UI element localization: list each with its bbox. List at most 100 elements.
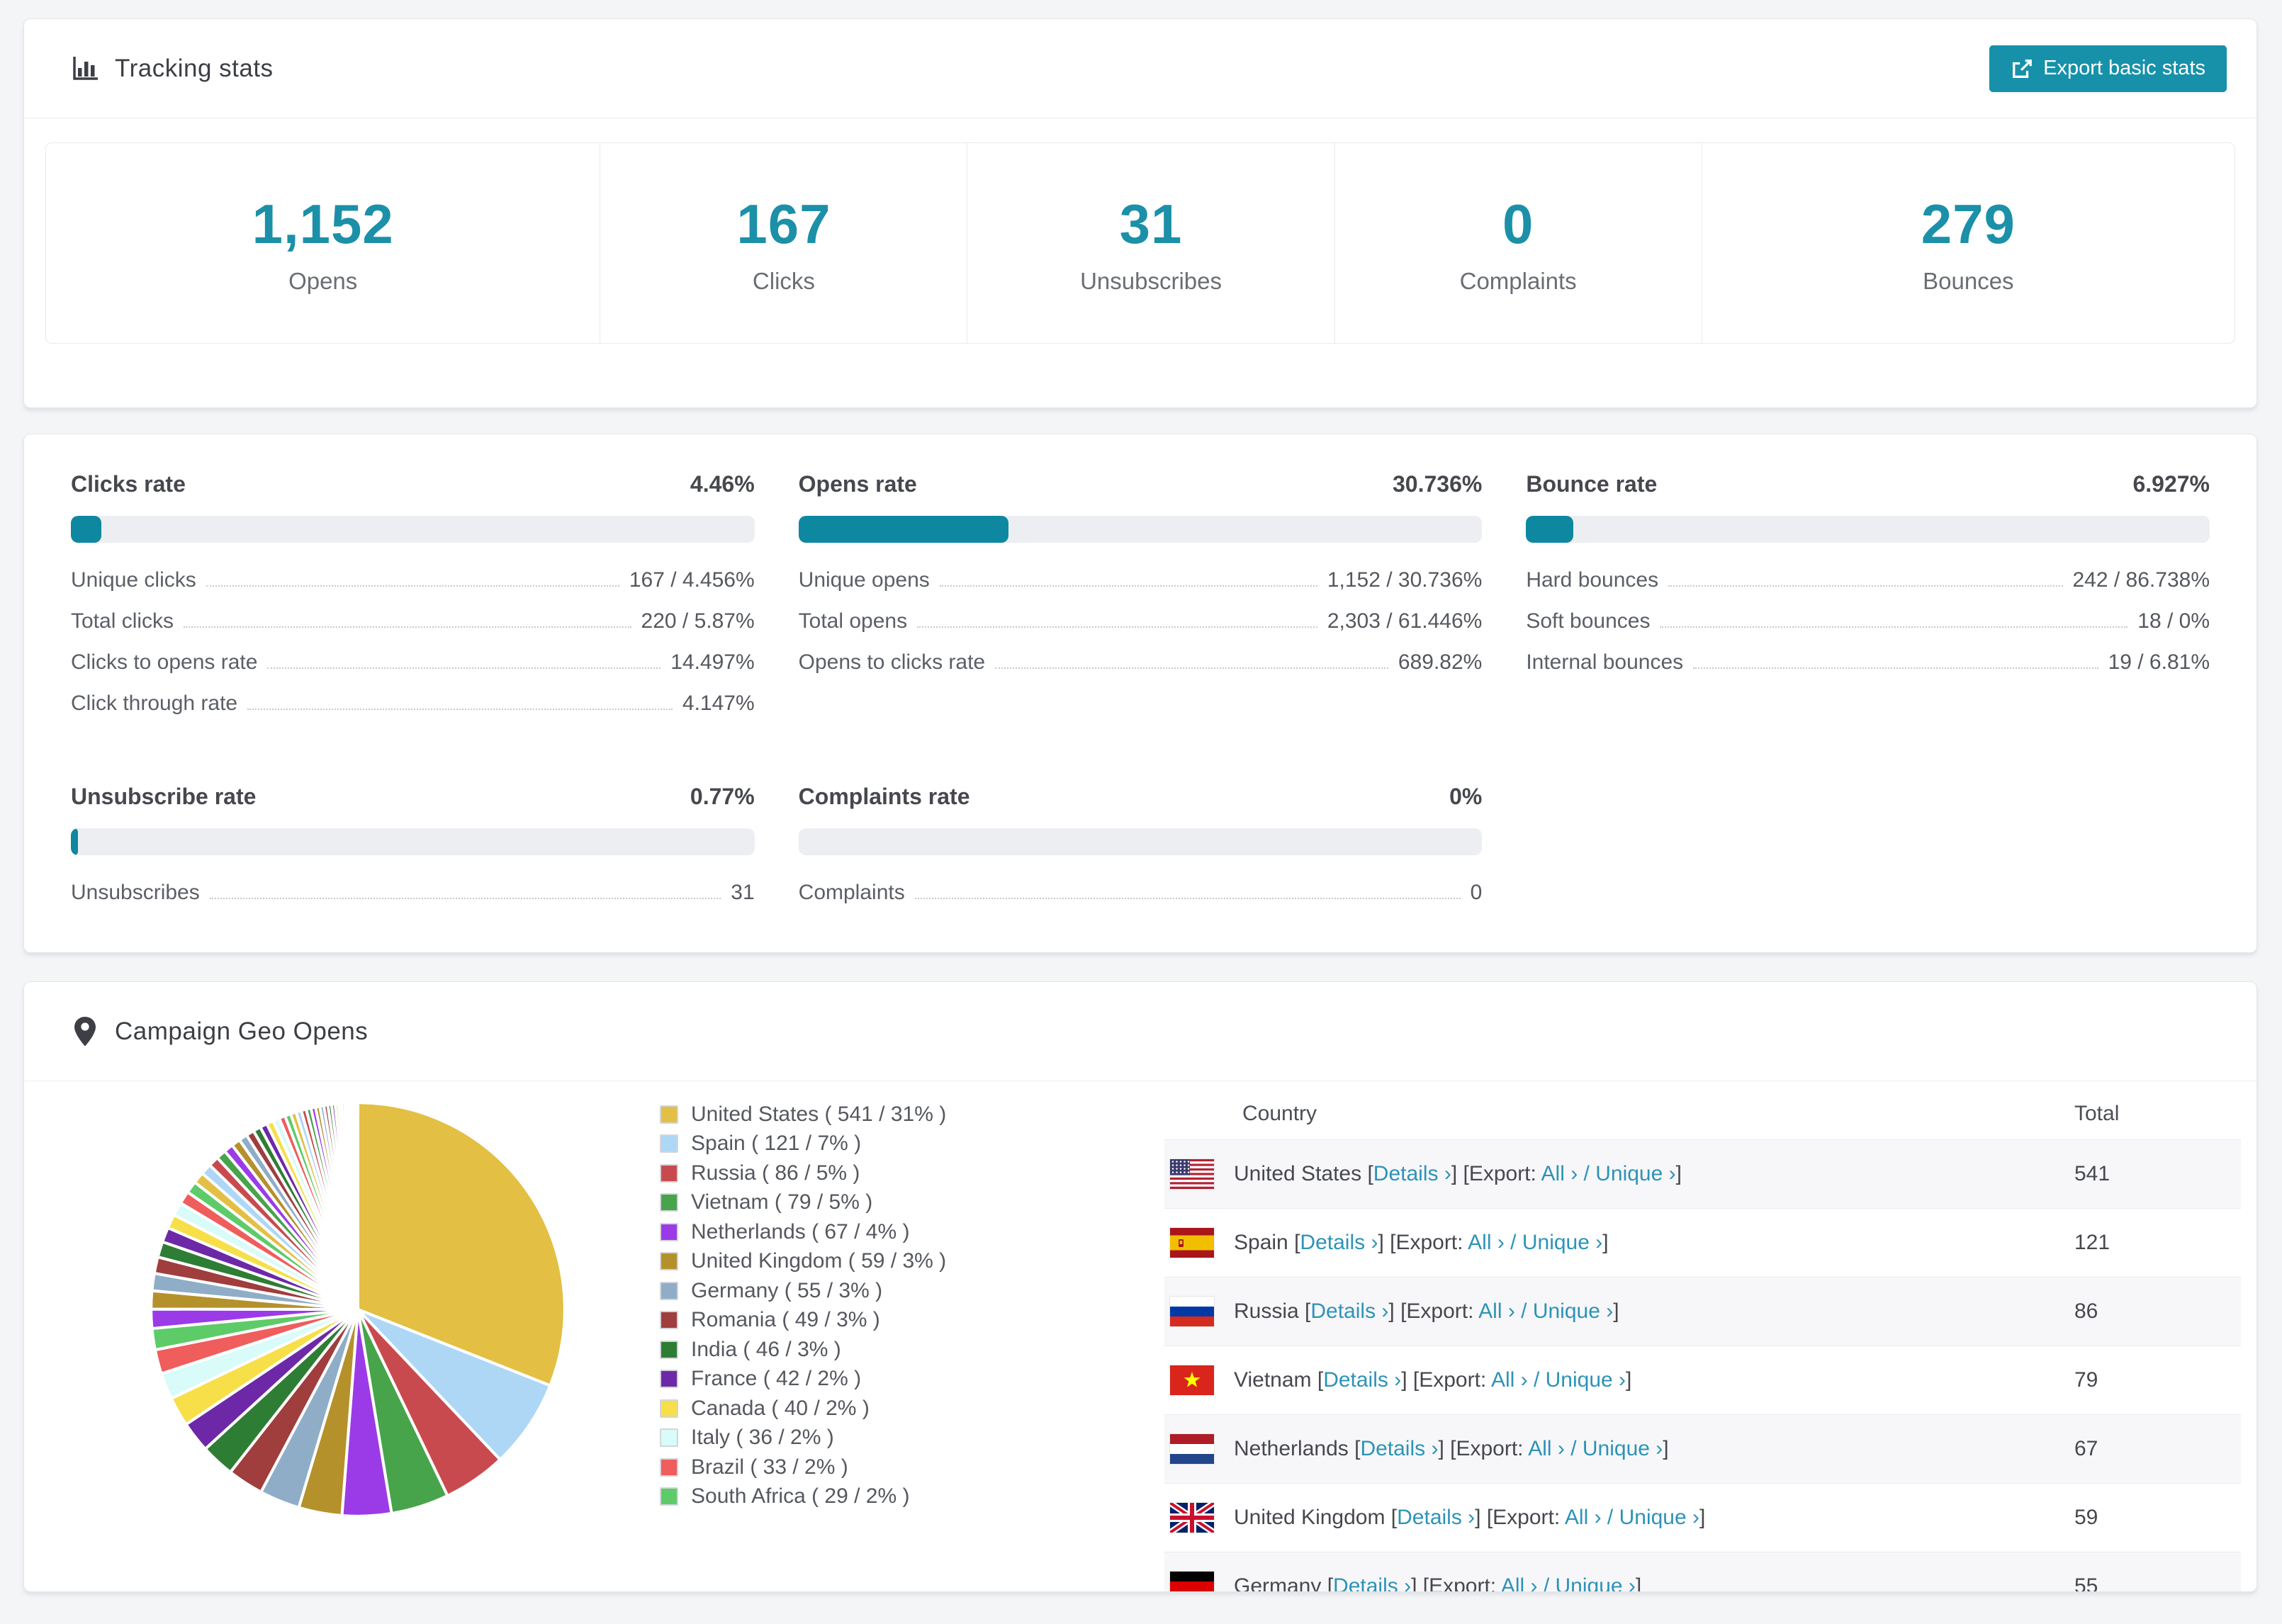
stat-value: 1,152 bbox=[252, 192, 394, 255]
rate-detail-value: 242 / 86.738% bbox=[2072, 568, 2210, 592]
export-prefix: ] [Export: bbox=[1438, 1437, 1529, 1460]
geo-title-wrap: Campaign Geo Opens bbox=[71, 1016, 368, 1047]
export-unique-link[interactable]: Unique › bbox=[1582, 1437, 1663, 1460]
export-basic-stats-label: Export basic stats bbox=[2043, 57, 2205, 79]
rate-progress-bar bbox=[798, 516, 1483, 543]
rate-detail-row: Internal bounces 19 / 6.81% bbox=[1526, 650, 2210, 692]
pie-slice-other[interactable] bbox=[354, 1101, 360, 1312]
total-cell: 79 bbox=[2074, 1368, 2098, 1392]
legend-swatch bbox=[660, 1340, 678, 1359]
bracket-close: ] bbox=[1699, 1506, 1706, 1529]
rate-detail-value: 167 / 4.456% bbox=[629, 568, 755, 592]
link-separator: / bbox=[1564, 1437, 1583, 1460]
rate-detail-label: Unique clicks bbox=[71, 568, 196, 592]
export-unique-link[interactable]: Unique › bbox=[1555, 1574, 1636, 1592]
dotted-leader bbox=[209, 898, 721, 899]
details-link[interactable]: Details › bbox=[1323, 1368, 1402, 1392]
legend-swatch bbox=[660, 1487, 678, 1506]
bar-chart-icon bbox=[71, 53, 99, 84]
export-all-link[interactable]: All › bbox=[1478, 1299, 1515, 1323]
rates-card: Clicks rate 4.46% Unique clicks 167 / 4.456… bbox=[23, 434, 2257, 953]
export-unique-link[interactable]: Unique › bbox=[1522, 1231, 1603, 1254]
legend-label: Vietnam ( 79 / 5% ) bbox=[691, 1190, 873, 1214]
rate-block-clicks-rate: Clicks rate 4.46% Unique clicks 167 / 4.456… bbox=[71, 471, 755, 733]
export-unique-link[interactable]: Unique › bbox=[1595, 1162, 1676, 1185]
rate-detail-label: Soft bounces bbox=[1526, 609, 1651, 633]
legend-label: India ( 46 / 3% ) bbox=[691, 1337, 841, 1361]
rate-progress-bar bbox=[71, 516, 755, 543]
dotted-leader bbox=[1693, 667, 2098, 669]
rate-title: Complaints rate bbox=[798, 784, 970, 809]
rate-detail-row: Opens to clicks rate 689.82% bbox=[799, 650, 1483, 692]
legend-swatch bbox=[660, 1370, 678, 1389]
stat-value: 279 bbox=[1921, 192, 2016, 255]
bracket-close: ] bbox=[1675, 1162, 1682, 1185]
pie-slice-united-states[interactable] bbox=[356, 1101, 566, 1387]
legend-item-vietnam: Vietnam ( 79 / 5% ) bbox=[660, 1188, 946, 1218]
export-basic-stats-button[interactable]: Export basic stats bbox=[1989, 45, 2227, 92]
export-all-link[interactable]: All › bbox=[1564, 1506, 1602, 1529]
us-flag-icon bbox=[1170, 1159, 1214, 1189]
export-all-link[interactable]: All › bbox=[1500, 1574, 1538, 1592]
geo-table-rows: United States [Details ›] [Export: All ›… bbox=[1164, 1139, 2241, 1592]
stat-label: Bounces bbox=[1923, 267, 2014, 294]
details-link[interactable]: Details › bbox=[1360, 1437, 1439, 1460]
legend-swatch bbox=[660, 1252, 678, 1271]
legend-label: South Africa ( 29 / 2% ) bbox=[691, 1484, 910, 1509]
export-unique-link[interactable]: Unique › bbox=[1532, 1299, 1614, 1323]
details-link[interactable]: Details › bbox=[1300, 1231, 1378, 1254]
country-name: Vietnam [ bbox=[1234, 1368, 1324, 1392]
country-cell: United States [Details ›] [Export: All ›… bbox=[1234, 1162, 2074, 1186]
stat-box-clicks: 167 Clicks bbox=[600, 143, 968, 343]
dotted-leader bbox=[206, 585, 619, 587]
stat-value: 0 bbox=[1502, 192, 1534, 255]
country-cell: Spain [Details ›] [Export: All › / Uniqu… bbox=[1234, 1231, 2074, 1255]
bracket-close: ] bbox=[1626, 1368, 1632, 1392]
rate-block-bounce-rate: Bounce rate 6.927% Hard bounces 242 / 86.73… bbox=[1526, 471, 2210, 733]
dotted-leader bbox=[1668, 585, 2063, 587]
export-all-link[interactable]: All › bbox=[1528, 1437, 1565, 1460]
export-prefix: ] [Export: bbox=[1475, 1506, 1565, 1529]
legend-label: United Kingdom ( 59 / 3% ) bbox=[691, 1249, 947, 1273]
rate-block-complaints-rate: Complaints rate 0% Complaints 0 bbox=[798, 784, 1483, 922]
rate-detail-label: Internal bounces bbox=[1526, 650, 1684, 674]
country-name: Netherlands [ bbox=[1234, 1437, 1361, 1460]
rate-detail-value: 689.82% bbox=[1398, 650, 1483, 674]
details-link[interactable]: Details › bbox=[1333, 1574, 1412, 1592]
rate-detail-row: Hard bounces 242 / 86.738% bbox=[1526, 568, 2210, 609]
geo-table-header-country: Country bbox=[1242, 1102, 1317, 1125]
external-link-icon bbox=[2011, 57, 2033, 80]
geo-opens-pie-chart bbox=[150, 1101, 566, 1518]
rate-title: Unsubscribe rate bbox=[71, 784, 257, 809]
legend-item-italy: Italy ( 36 / 2% ) bbox=[660, 1423, 946, 1453]
stat-value: 167 bbox=[736, 192, 831, 255]
geo-body: United States ( 541 / 31% ) Spain ( 121 /… bbox=[24, 1081, 2256, 1592]
rate-value: 30.736% bbox=[1393, 471, 1483, 497]
rate-detail-label: Unique opens bbox=[798, 568, 930, 592]
country-name: Spain [ bbox=[1234, 1231, 1300, 1254]
tracking-stats-card: Tracking stats Export basic stats 1,152 O… bbox=[23, 18, 2257, 408]
legend-swatch bbox=[660, 1399, 678, 1418]
export-all-link[interactable]: All › bbox=[1468, 1231, 1505, 1254]
legend-label: France ( 42 / 2% ) bbox=[691, 1367, 862, 1391]
export-unique-link[interactable]: Unique › bbox=[1619, 1506, 1699, 1529]
total-cell: 121 bbox=[2074, 1231, 2110, 1254]
legend-swatch bbox=[660, 1428, 678, 1448]
dotted-leader bbox=[267, 667, 661, 669]
geo-header: Campaign Geo Opens bbox=[24, 982, 2256, 1081]
pie-slice-spain[interactable] bbox=[356, 1307, 552, 1461]
export-all-link[interactable]: All › bbox=[1490, 1368, 1528, 1392]
geo-table-row-netherlands: Netherlands [Details ›] [Export: All › /… bbox=[1164, 1414, 2241, 1483]
total-cell: 67 bbox=[2074, 1437, 2098, 1460]
link-separator: / bbox=[1527, 1368, 1546, 1392]
legend-item-romania: Romania ( 49 / 3% ) bbox=[660, 1306, 946, 1336]
rate-detail-row: Soft bounces 18 / 0% bbox=[1526, 609, 2210, 650]
dotted-leader bbox=[995, 667, 1388, 669]
details-link[interactable]: Details › bbox=[1397, 1506, 1476, 1529]
export-unique-link[interactable]: Unique › bbox=[1545, 1368, 1626, 1392]
details-link[interactable]: Details › bbox=[1310, 1299, 1389, 1323]
export-all-link[interactable]: All › bbox=[1541, 1162, 1578, 1185]
details-link[interactable]: Details › bbox=[1373, 1162, 1451, 1185]
rate-detail-row: Total opens 2,303 / 61.446% bbox=[799, 609, 1483, 650]
rate-title: Bounce rate bbox=[1526, 471, 1658, 497]
